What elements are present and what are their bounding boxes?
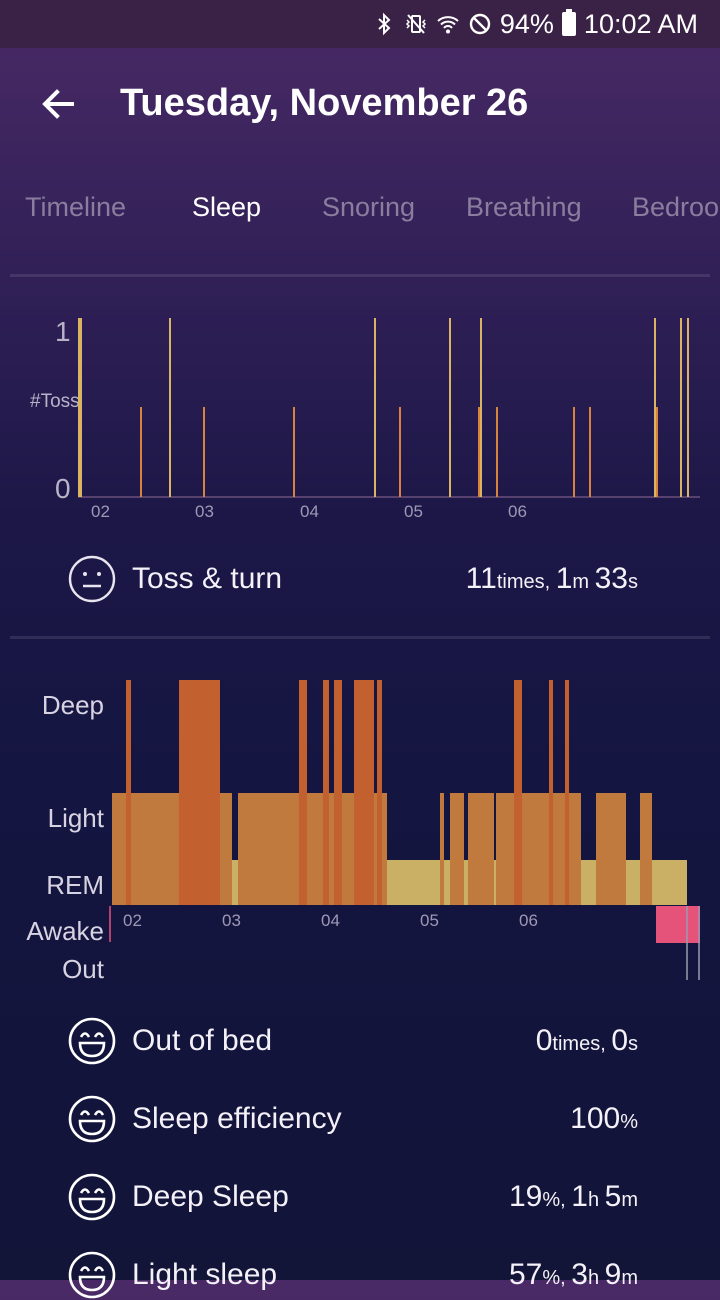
vibrate-mute-icon: [405, 14, 426, 34]
tab-bedroom[interactable]: Bedroo: [632, 192, 720, 222]
light-block: [450, 793, 464, 905]
deep-sleep-row: Deep Sleep 19%, 1h 5m: [68, 1172, 638, 1222]
stat-label: Light sleep: [132, 1258, 278, 1291]
happy-face-icon: [68, 1017, 116, 1065]
light-block: [440, 793, 444, 905]
sleep-stage-chart: [109, 680, 700, 980]
deep-block: [514, 680, 522, 905]
tab-bar: Timeline Sleep Snoring Breathing Bedroo: [0, 180, 720, 244]
toss-x-tick: 02: [91, 502, 110, 521]
stage-label-out: Out: [62, 954, 104, 984]
clock-time: 10:02 AM: [583, 8, 698, 39]
stage-label-awake: Awake: [26, 916, 104, 946]
page-title: Tuesday, November 26: [120, 82, 529, 124]
toss-y-tick-0: 0: [55, 473, 71, 504]
happy-face-icon: [68, 1095, 116, 1143]
happy-face-icon: [68, 1173, 116, 1221]
battery-icon: [561, 9, 576, 36]
arrow-left-icon: [42, 89, 74, 119]
toss-chart: [78, 318, 700, 498]
tab-sleep[interactable]: Sleep: [192, 192, 262, 222]
deep-block: [549, 680, 553, 905]
light-block: [596, 793, 626, 905]
deep-block: [126, 680, 131, 905]
stage-x-tick: 02: [123, 911, 142, 930]
stage-label-light: Light: [47, 803, 104, 833]
stage-x-tick: 06: [519, 911, 538, 930]
toss-x-tick: 05: [404, 502, 423, 521]
tab-timeline[interactable]: Timeline: [25, 192, 127, 222]
light-block: [468, 793, 494, 905]
wifi-icon: [437, 16, 459, 34]
toss-x-tick: 04: [300, 502, 319, 521]
bluetooth-icon: [378, 12, 391, 36]
section-divider: [10, 274, 710, 277]
deep-block: [565, 680, 569, 905]
toss-y-label: #Toss: [30, 391, 80, 412]
sleep-efficiency-row: Sleep efficiency 100%: [68, 1094, 638, 1144]
section-divider: [10, 636, 710, 639]
deep-block: [377, 680, 382, 905]
toss-turn-row: Toss & turn 11times, 1m 33s: [68, 554, 638, 604]
stat-value: 100%: [570, 1102, 638, 1135]
deep-block: [179, 680, 220, 905]
light-sleep-row: Light sleep 57%, 3h 9m: [68, 1250, 638, 1300]
happy-face-icon: [68, 1251, 116, 1299]
stage-x-tick: 03: [222, 911, 241, 930]
stat-label: Sleep efficiency: [132, 1102, 342, 1135]
neutral-face-icon: [68, 555, 116, 603]
deep-block: [354, 680, 374, 905]
stat-label: Out of bed: [132, 1024, 273, 1057]
tab-breathing[interactable]: Breathing: [466, 192, 582, 222]
stage-label-deep: Deep: [41, 690, 104, 720]
deep-block: [334, 680, 342, 905]
stage-x-tick: 05: [420, 911, 439, 930]
toss-turn-label: Toss & turn: [132, 562, 283, 595]
tab-snoring[interactable]: Snoring: [322, 192, 416, 222]
stat-value: 19%, 1h 5m: [508, 1180, 638, 1213]
battery-percent: 94%: [499, 8, 554, 39]
toss-x-tick: 06: [508, 502, 527, 521]
stat-label: Deep Sleep: [132, 1180, 289, 1213]
toss-turn-value: 11times, 1m 33s: [465, 562, 638, 595]
awake-block: [656, 906, 700, 943]
out-of-bed-row: Out of bed 0times, 0s: [68, 1016, 638, 1066]
back-button[interactable]: [30, 76, 86, 132]
toss-x-tick: 03: [195, 502, 214, 521]
stat-value: 57%, 3h 9m: [508, 1258, 638, 1291]
deep-block: [323, 680, 329, 905]
stat-value: 0times, 0s: [535, 1024, 638, 1057]
stage-label-rem: REM: [46, 870, 104, 900]
stage-x-tick: 04: [321, 911, 340, 930]
deep-block: [299, 680, 307, 905]
toss-y-tick-1: 1: [55, 316, 71, 347]
do-not-disturb-icon: [469, 13, 491, 35]
app-bar: Tuesday, November 26: [0, 48, 720, 164]
status-bar: 94% 10:02 AM: [0, 0, 720, 48]
light-block: [640, 793, 652, 905]
light-block: [238, 793, 262, 905]
